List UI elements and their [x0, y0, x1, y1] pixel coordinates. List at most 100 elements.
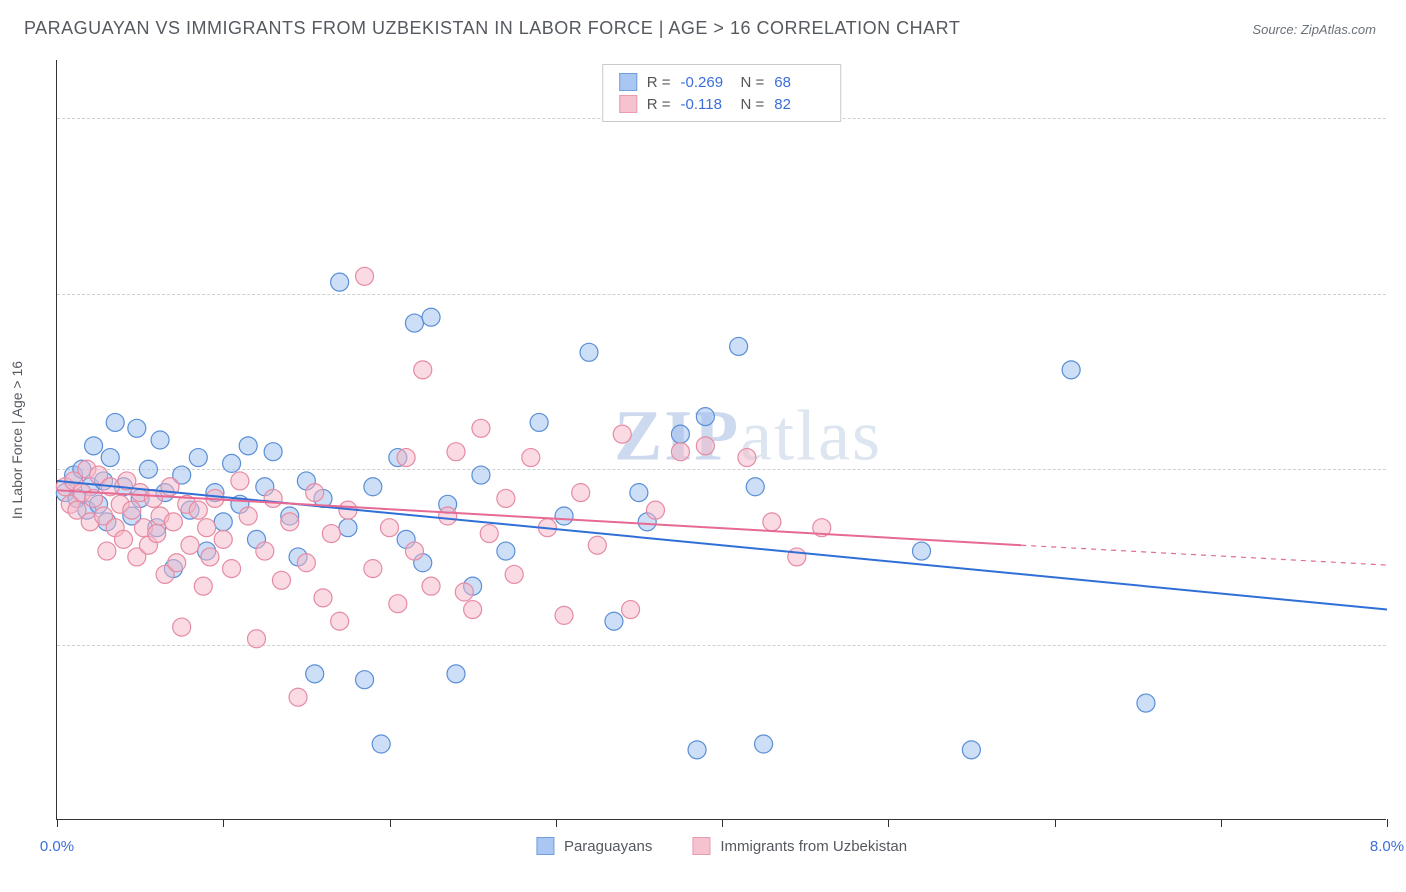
- scatter-point: [214, 530, 232, 548]
- x-tick-label: 0.0%: [40, 838, 74, 855]
- scatter-point: [696, 437, 714, 455]
- scatter-point: [414, 361, 432, 379]
- scatter-point: [297, 554, 315, 572]
- stats-swatch-2: [619, 95, 637, 113]
- scatter-point: [123, 501, 141, 519]
- scatter-point: [248, 630, 266, 648]
- scatter-point: [223, 454, 241, 472]
- legend-item-2: Immigrants from Uzbekistan: [692, 837, 907, 855]
- scatter-point: [223, 560, 241, 578]
- stat-n-value-2: 82: [774, 96, 824, 113]
- scatter-point: [214, 513, 232, 531]
- scatter-point: [439, 507, 457, 525]
- scatter-point: [1137, 694, 1155, 712]
- scatter-point: [580, 343, 598, 361]
- scatter-point: [472, 419, 490, 437]
- scatter-point: [497, 542, 515, 560]
- scatter-point: [671, 443, 689, 461]
- scatter-point: [101, 449, 119, 467]
- scatter-point: [272, 571, 290, 589]
- scatter-point: [480, 525, 498, 543]
- scatter-point: [306, 665, 324, 683]
- stat-n-value-1: 68: [774, 74, 824, 91]
- scatter-point: [85, 437, 103, 455]
- scatter-point: [522, 449, 540, 467]
- x-tick: [888, 819, 889, 827]
- source-attribution: Source: ZipAtlas.com: [1252, 22, 1376, 37]
- scatter-point: [239, 507, 257, 525]
- x-tick: [722, 819, 723, 827]
- scatter-point: [364, 478, 382, 496]
- scatter-point: [314, 589, 332, 607]
- scatter-point: [464, 601, 482, 619]
- scatter-point: [455, 583, 473, 601]
- x-tick-label: 8.0%: [1370, 838, 1404, 855]
- scatter-point: [671, 425, 689, 443]
- stat-r-label-1: R =: [647, 74, 671, 91]
- scatter-point: [164, 513, 182, 531]
- scatter-point: [106, 413, 124, 431]
- x-tick: [57, 819, 58, 827]
- source-value: ZipAtlas.com: [1301, 22, 1376, 37]
- scatter-point: [696, 408, 714, 426]
- scatter-point: [572, 484, 590, 502]
- scatter-point: [730, 337, 748, 355]
- scatter-point: [422, 308, 440, 326]
- plot-area: In Labor Force | Age > 16 55.0%70.0%85.0…: [56, 60, 1386, 820]
- scatter-point: [505, 565, 523, 583]
- scatter-point: [1062, 361, 1080, 379]
- trend-line-dashed: [1021, 545, 1387, 565]
- bottom-legend: Paraguayans Immigrants from Uzbekistan: [536, 837, 907, 855]
- x-tick: [223, 819, 224, 827]
- scatter-point: [447, 443, 465, 461]
- scatter-point: [913, 542, 931, 560]
- chart-title: PARAGUAYAN VS IMMIGRANTS FROM UZBEKISTAN…: [24, 18, 960, 39]
- x-tick: [390, 819, 391, 827]
- scatter-point: [264, 443, 282, 461]
- scatter-point: [788, 548, 806, 566]
- y-tick-label: 85.0%: [1396, 285, 1406, 302]
- scatter-point: [497, 489, 515, 507]
- scatter-point: [231, 472, 249, 490]
- scatter-point: [289, 688, 307, 706]
- scatter-svg: [57, 60, 1386, 819]
- scatter-point: [331, 273, 349, 291]
- stat-r-label-2: R =: [647, 96, 671, 113]
- stats-row-2: R = -0.118 N = 82: [619, 93, 825, 115]
- scatter-point: [256, 542, 274, 560]
- scatter-point: [322, 525, 340, 543]
- scatter-point: [115, 530, 133, 548]
- scatter-point: [189, 501, 207, 519]
- scatter-point: [397, 449, 415, 467]
- scatter-point: [688, 741, 706, 759]
- scatter-point: [588, 536, 606, 554]
- stat-r-value-1: -0.269: [681, 74, 731, 91]
- scatter-point: [530, 413, 548, 431]
- scatter-point: [148, 525, 166, 543]
- scatter-point: [201, 548, 219, 566]
- scatter-point: [281, 513, 299, 531]
- scatter-point: [306, 484, 324, 502]
- x-tick: [1055, 819, 1056, 827]
- y-axis-label: In Labor Force | Age > 16: [9, 360, 25, 518]
- scatter-point: [472, 466, 490, 484]
- scatter-point: [755, 735, 773, 753]
- scatter-point: [181, 536, 199, 554]
- scatter-point: [763, 513, 781, 531]
- scatter-point: [738, 449, 756, 467]
- scatter-point: [555, 507, 573, 525]
- scatter-point: [447, 665, 465, 683]
- scatter-point: [139, 460, 157, 478]
- scatter-point: [356, 267, 374, 285]
- scatter-point: [356, 671, 374, 689]
- x-tick: [1221, 819, 1222, 827]
- scatter-point: [198, 519, 216, 537]
- scatter-point: [613, 425, 631, 443]
- scatter-point: [962, 741, 980, 759]
- scatter-point: [630, 484, 648, 502]
- scatter-point: [128, 419, 146, 437]
- scatter-point: [339, 519, 357, 537]
- scatter-point: [381, 519, 399, 537]
- legend-label-1: Paraguayans: [564, 838, 652, 855]
- stat-n-label-2: N =: [741, 96, 765, 113]
